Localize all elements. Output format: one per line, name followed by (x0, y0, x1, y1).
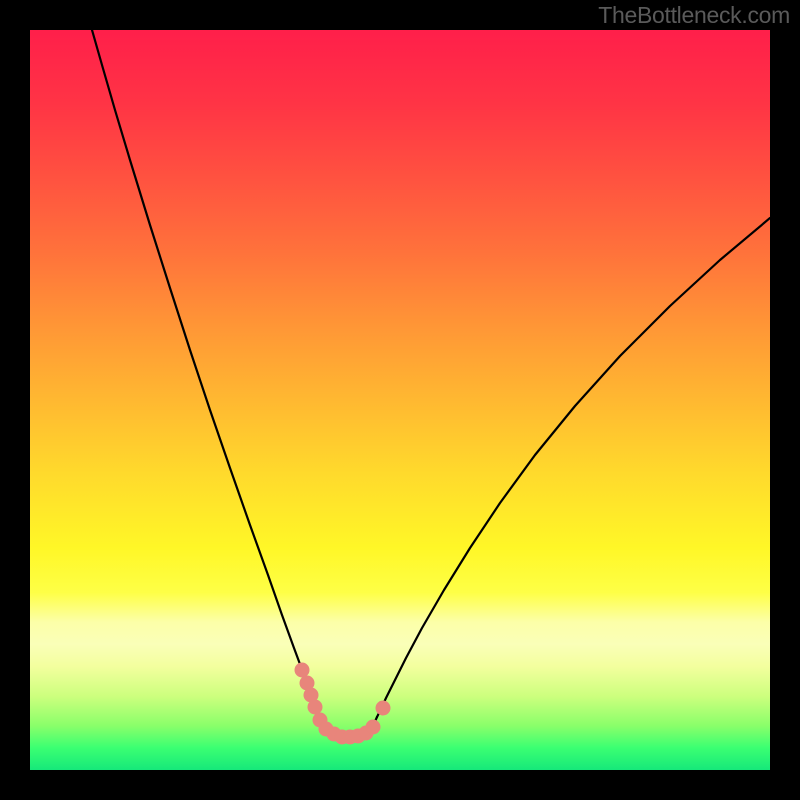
chart-overlay (30, 30, 770, 770)
valley-marker (376, 701, 391, 716)
valley-markers (295, 663, 391, 745)
curve-right (377, 218, 770, 717)
plot-area (30, 30, 770, 770)
valley-marker (308, 700, 323, 715)
curve-left (92, 30, 319, 717)
valley-marker (366, 720, 381, 735)
watermark-text: TheBottleneck.com (598, 2, 790, 29)
valley-marker (295, 663, 310, 678)
